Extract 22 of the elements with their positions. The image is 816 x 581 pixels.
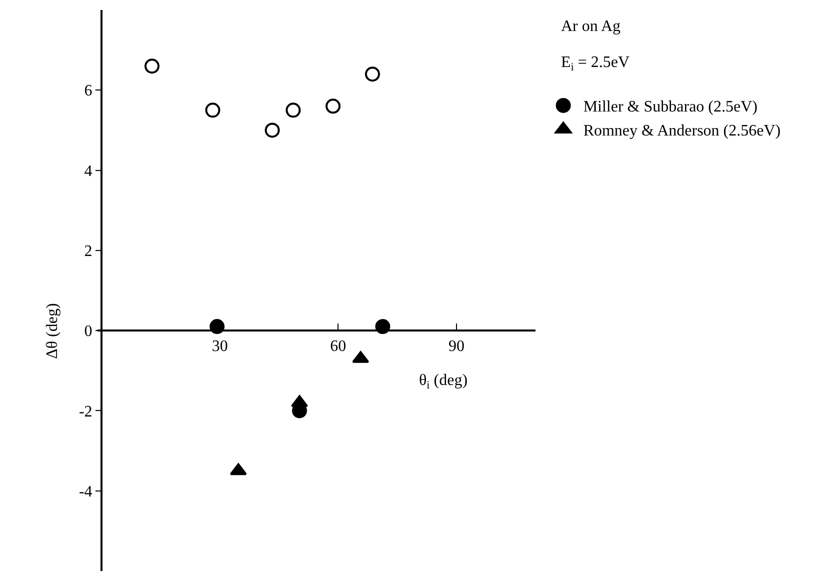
x-tick-label: 90 <box>448 338 464 355</box>
text: Ar on Ag <box>561 18 621 35</box>
point <box>286 102 301 118</box>
point <box>230 463 247 476</box>
x-axis-title: θ$_{i}$ (deg) <box>419 372 468 392</box>
y-tick-label: -4 <box>78 483 92 500</box>
point <box>205 102 220 118</box>
y-tick-label: -2 <box>78 403 92 420</box>
point <box>144 58 160 74</box>
x-tick-label: 30 <box>212 338 228 355</box>
point <box>264 122 280 138</box>
x-tick-label: 60 <box>330 338 346 355</box>
point <box>364 66 380 82</box>
legend-label: Romney & Anderson (2.56eV) <box>583 122 781 140</box>
y-tick-label: 2 <box>84 243 92 260</box>
legend-label: Miller & Subbarao (2.5eV) <box>583 98 758 116</box>
point <box>326 98 341 114</box>
y-tick-label: 0 <box>84 323 92 340</box>
text: E$_{i}$ = 2.5eV <box>561 54 630 74</box>
y-tick-label: 4 <box>84 162 92 180</box>
y-axis-title: Δθ (deg) <box>44 303 61 359</box>
y-tick-label: 6 <box>84 82 92 100</box>
